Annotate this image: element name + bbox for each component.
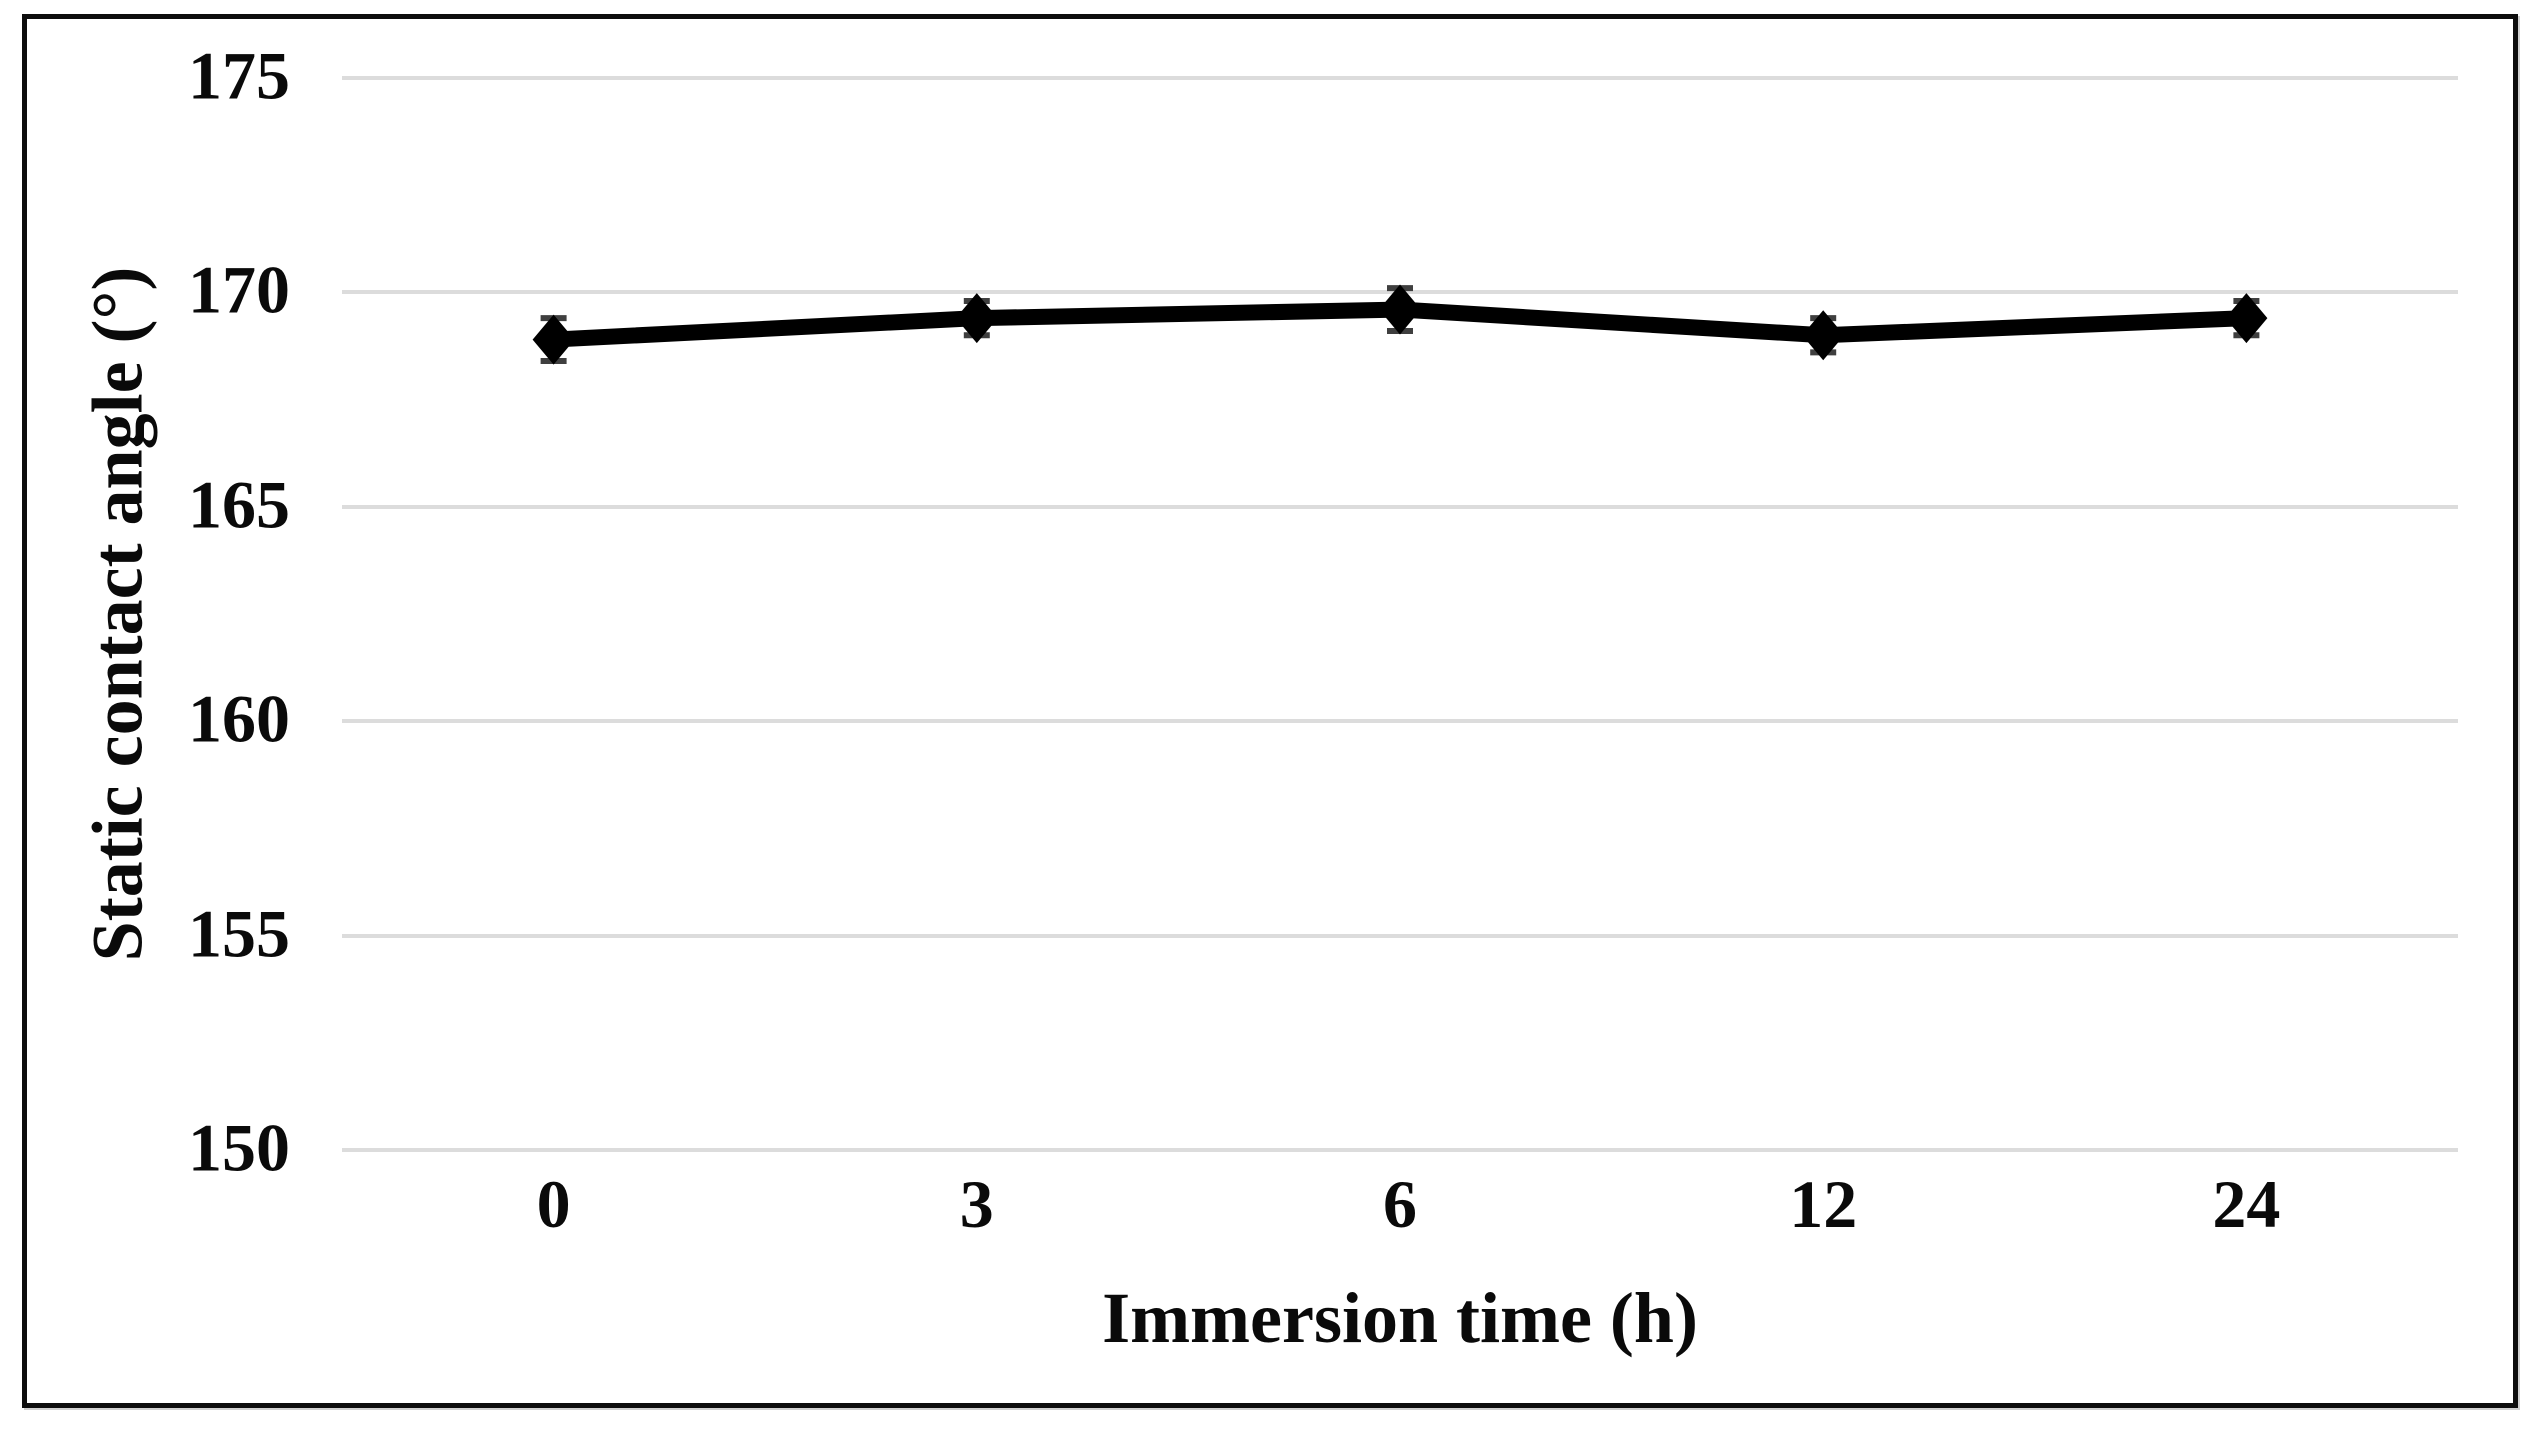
y-tick-label: 165 — [188, 466, 290, 543]
figure-border — [22, 14, 2518, 1408]
data-point-marker — [1802, 310, 1845, 361]
data-point-marker — [532, 314, 575, 365]
x-tick-label: 24 — [2212, 1166, 2281, 1242]
x-tick-label: 3 — [959, 1166, 994, 1242]
data-point-marker — [2225, 293, 2268, 344]
chart-canvas — [532, 284, 2268, 365]
gridline — [342, 1148, 2458, 1152]
y-axis-title: Static contact angle (°) — [52, 78, 182, 1150]
plot-area — [342, 76, 2458, 1152]
gridline — [342, 933, 2458, 938]
y-tick-label: 160 — [188, 680, 290, 757]
data-point-marker — [1379, 284, 1421, 335]
x-tick-label: 12 — [1789, 1166, 1858, 1242]
y-tick-label: 150 — [188, 1109, 290, 1186]
gridline — [342, 504, 2458, 509]
x-tick-label: 0 — [536, 1166, 571, 1242]
data-point-marker — [955, 293, 998, 344]
gridline — [342, 719, 2458, 724]
y-axis-title-text: Static contact angle (°) — [77, 266, 157, 962]
y-tick-label: 175 — [188, 37, 290, 114]
x-axis-title: Immersion time (h) — [1102, 1278, 1698, 1358]
x-tick-label: 6 — [1383, 1166, 1417, 1242]
y-tick-label: 155 — [188, 894, 290, 971]
y-tick-label: 170 — [188, 251, 290, 328]
gridline — [342, 76, 2458, 80]
